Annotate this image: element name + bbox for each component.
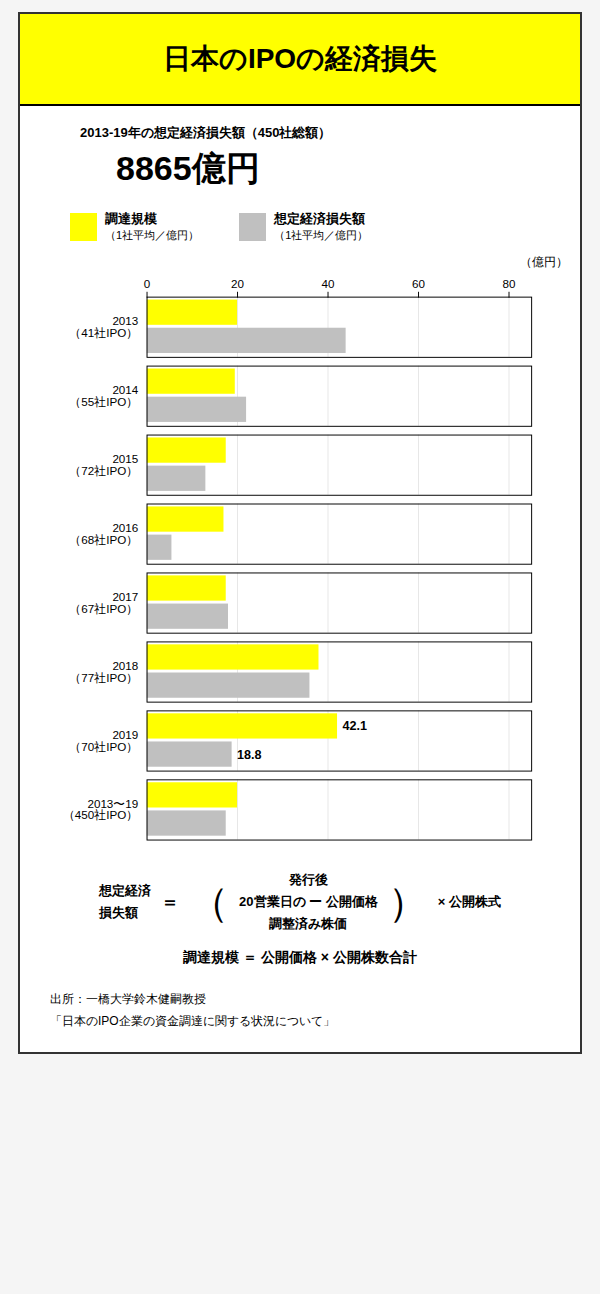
svg-text:2015（72社IPO）: 2015（72社IPO） [69, 452, 138, 478]
html-text:（1社平均／億円）: （1社平均／億円） [105, 229, 200, 241]
svg-text:2017（67社IPO）: 2017（67社IPO） [69, 590, 138, 616]
svg-text:2013〜19（450社IPO）: 2013〜19（450社IPO） [63, 797, 138, 823]
svg-text:（億円）: （億円） [520, 255, 568, 269]
svg-text:2018（77社IPO）: 2018（77社IPO） [69, 659, 138, 685]
svg-text:2013（41社IPO）: 2013（41社IPO） [69, 314, 138, 340]
html-text:8865億円: 8865億円 [116, 149, 260, 187]
svg-text:0: 0 [144, 277, 151, 290]
html-text:× 公開株式: × 公開株式 [437, 894, 501, 910]
html-text:出所：一橋大学鈴木健嗣教授: 出所：一橋大学鈴木健嗣教授 [50, 992, 206, 1007]
html-text:「日本のIPO企業の資金調達に関する状況について」: 「日本のIPO企業の資金調達に関する状況について」 [50, 1013, 335, 1028]
svg-text:40: 40 [322, 277, 335, 290]
html-text:日本のIPOの経済損失: 日本のIPOの経済損失 [162, 43, 438, 74]
html-text:想定経済損失額: 想定経済損失額 [274, 211, 366, 226]
svg-text:20: 20 [231, 277, 244, 290]
html-text:損失額: 損失額 [99, 905, 138, 921]
html-text:調達規模: 調達規模 [105, 211, 157, 226]
svg-text:42.1: 42.1 [342, 719, 367, 733]
html-text:発行後: 発行後 [288, 872, 328, 888]
svg-text:60: 60 [412, 277, 425, 290]
html-text:調達規模 ＝ 公開価格 × 公開株数合計: 調達規模 ＝ 公開価格 × 公開株数合計 [183, 949, 417, 966]
svg-text:2016（68社IPO）: 2016（68社IPO） [69, 521, 138, 547]
html-text:20営業日の ー 公開価格: 20営業日の ー 公開価格 [239, 894, 378, 910]
html-text:調整済み株価: 調整済み株価 [269, 916, 348, 932]
html-text:想定経済: 想定経済 [99, 883, 151, 899]
svg-text:2019（70社IPO）: 2019（70社IPO） [69, 728, 138, 754]
html-text:2013-19年の想定経済損失額（450社総額）: 2013-19年の想定経済損失額（450社総額） [80, 125, 332, 140]
svg-text:80: 80 [503, 277, 516, 290]
svg-text:2014（55社IPO）: 2014（55社IPO） [69, 383, 139, 409]
html-text:（1社平均／億円）: （1社平均／億円） [274, 229, 369, 241]
svg-text:18.8: 18.8 [237, 748, 262, 762]
